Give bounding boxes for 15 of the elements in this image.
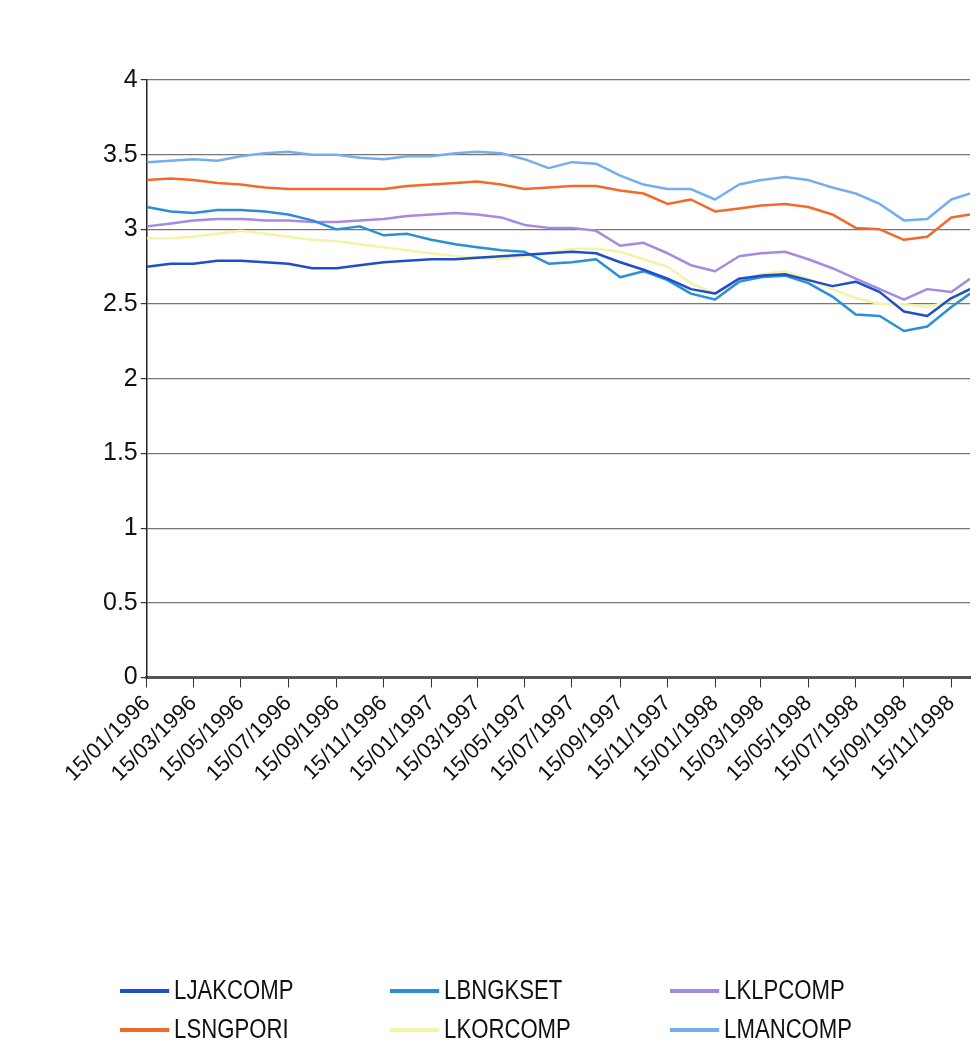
y-tick-label: 3 bbox=[123, 213, 138, 242]
legend-label: LSNGPORI bbox=[174, 1014, 289, 1045]
y-tick-label: 0.5 bbox=[102, 586, 138, 615]
y-tick-label: 4 bbox=[123, 63, 138, 92]
y-tick-label: 0 bbox=[123, 661, 138, 690]
y-tick-label: 3.5 bbox=[102, 138, 138, 167]
legend-label: LKORCOMP bbox=[444, 1014, 571, 1045]
legend-label: LKLPCOMP bbox=[724, 975, 845, 1006]
y-tick-label: 1 bbox=[123, 512, 138, 540]
legend-label: LBNGKSET bbox=[444, 975, 563, 1006]
y-tick-label: 1.5 bbox=[102, 437, 138, 466]
y-tick-label: 2 bbox=[123, 362, 138, 391]
legend-label: LJAKCOMP bbox=[174, 975, 294, 1006]
legend-label: LMANCOMP bbox=[724, 1014, 853, 1045]
y-tick-label: 2.5 bbox=[102, 287, 138, 316]
